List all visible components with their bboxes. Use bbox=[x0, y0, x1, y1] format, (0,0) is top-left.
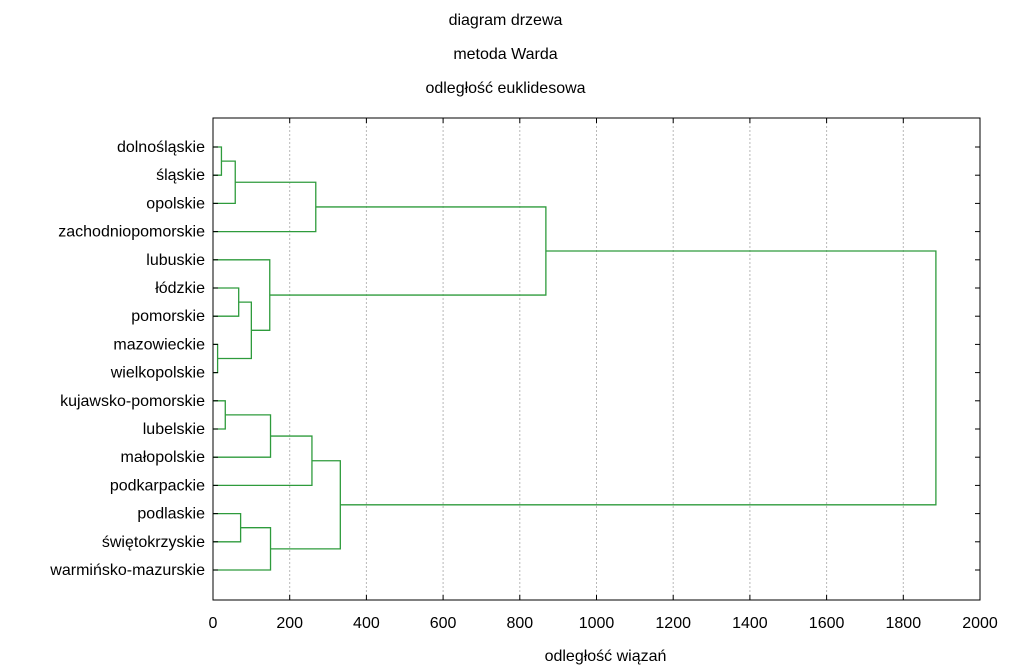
x-tick-label: 1800 bbox=[886, 615, 922, 632]
chart-title-line-3: odległość euklidesowa bbox=[425, 80, 586, 97]
leaf-label: mazowieckie bbox=[113, 336, 205, 353]
x-tick-label: 2000 bbox=[962, 615, 998, 632]
x-tick-label: 200 bbox=[276, 615, 303, 632]
leaf-label: pomorskie bbox=[131, 308, 205, 325]
leaf-label: podkarpackie bbox=[110, 477, 205, 494]
dendrogram-link bbox=[213, 343, 219, 374]
leaf-label: zachodniopomorskie bbox=[58, 224, 205, 241]
dendrogram-link bbox=[213, 181, 317, 233]
dendrogram-link bbox=[213, 400, 226, 430]
x-tick-label: 1000 bbox=[579, 615, 615, 632]
leaf-label: warmińsko-mazurskie bbox=[49, 562, 205, 579]
x-tick-label: 1400 bbox=[732, 615, 768, 632]
leaf-label: podlaskie bbox=[137, 506, 205, 523]
dendrogram-link bbox=[213, 160, 236, 205]
dendrogram-link bbox=[213, 287, 240, 317]
dendrogram-link bbox=[213, 512, 242, 543]
dendrogram-link bbox=[269, 206, 547, 296]
dendrogram-link bbox=[213, 527, 272, 571]
x-tick-label: 400 bbox=[353, 615, 380, 632]
dendrogram-link bbox=[213, 435, 313, 487]
leaf-label: dolnośląskie bbox=[117, 139, 205, 156]
x-axis-label: odległość wiązań bbox=[544, 648, 667, 665]
x-tick-label: 800 bbox=[506, 615, 533, 632]
chart-title-line-1: diagram drzewa bbox=[448, 12, 563, 29]
leaf-label: lubuskie bbox=[146, 252, 205, 269]
axis-ticks: 0 200 400 600 800 1000 1200 1400 1600 1800 2000 bbox=[209, 118, 998, 632]
leaf-label: świętokrzyskie bbox=[102, 534, 205, 551]
leaf-label: kujawsko-pomorskie bbox=[60, 393, 205, 410]
chart-title-line-2: metoda Warda bbox=[453, 46, 558, 63]
leaf-label: opolskie bbox=[146, 195, 205, 212]
dendrogram-link bbox=[213, 146, 223, 176]
grid-lines bbox=[289, 118, 904, 600]
leaf-label: lubelskie bbox=[143, 421, 205, 438]
x-tick-label: 600 bbox=[430, 615, 457, 632]
dendrogram-link bbox=[340, 250, 937, 506]
dendrogram-link bbox=[270, 460, 341, 550]
leaf-label: małopolskie bbox=[121, 449, 206, 466]
x-tick-label: 0 bbox=[209, 615, 218, 632]
dendrogram-link bbox=[217, 301, 252, 360]
leaf-label: łódzkie bbox=[155, 280, 205, 297]
leaf-labels: dolnośląskie śląskie opolskie zachodniopomo… bbox=[49, 139, 205, 579]
dendrogram-link bbox=[213, 259, 271, 331]
leaf-label: śląskie bbox=[156, 167, 205, 184]
x-tick-label: 1200 bbox=[655, 615, 691, 632]
leaf-label: wielkopolskie bbox=[110, 365, 205, 382]
dendrogram-link bbox=[213, 414, 272, 458]
x-tick-label: 1600 bbox=[809, 615, 845, 632]
dendrogram-branches bbox=[213, 146, 937, 571]
